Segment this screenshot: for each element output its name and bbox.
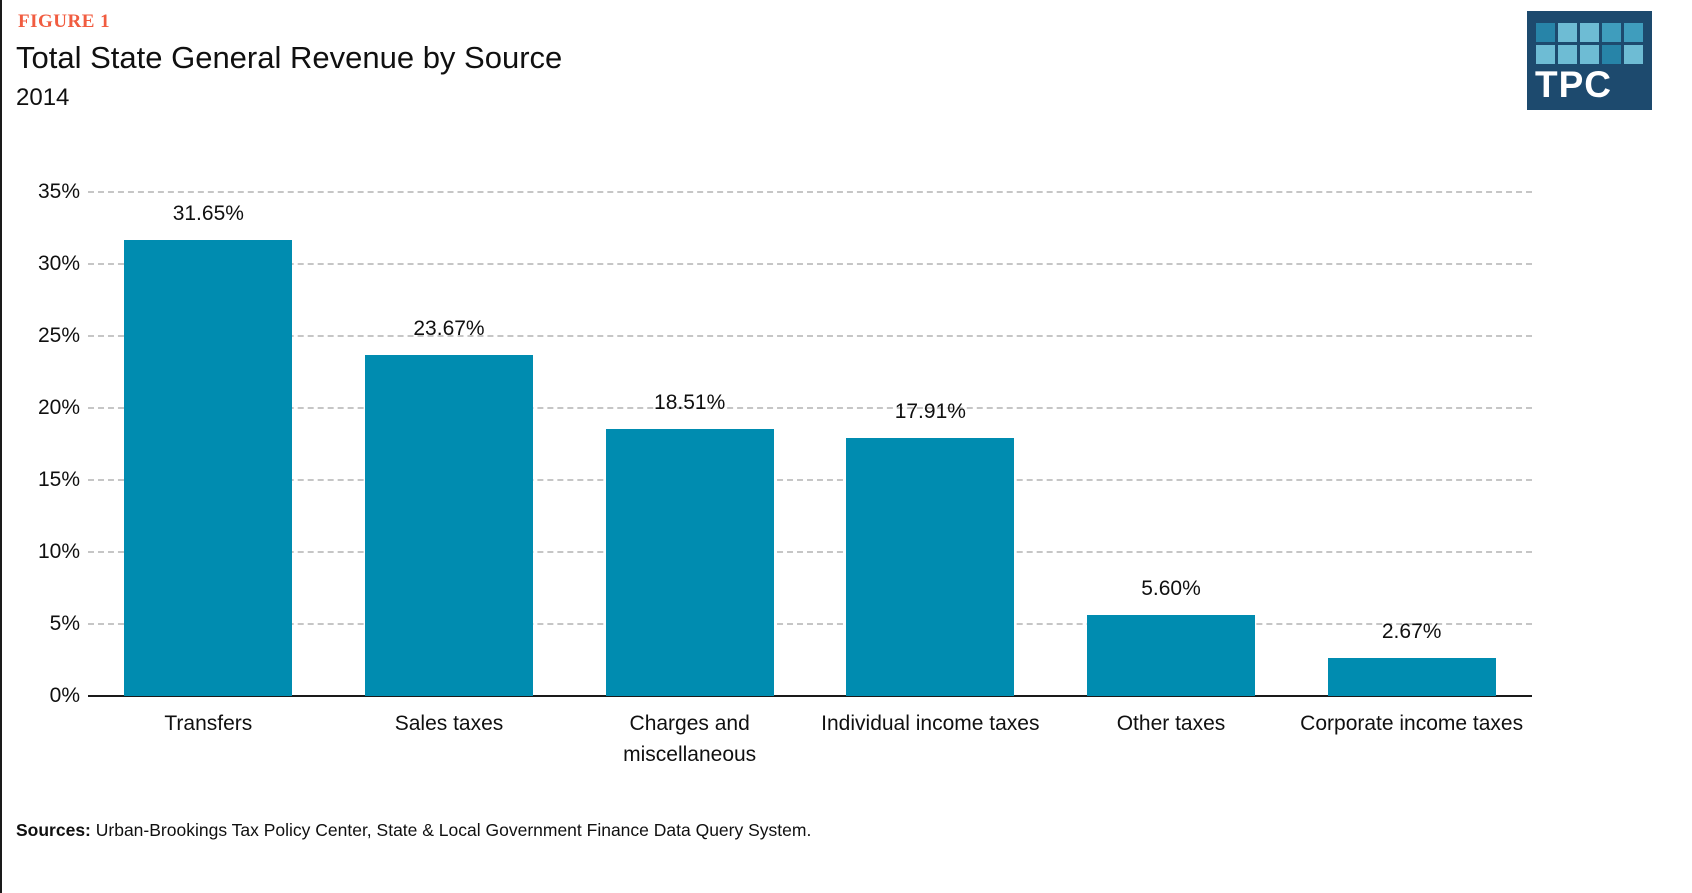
x-axis-category-label: Sales taxes xyxy=(319,708,579,739)
y-axis-tick-label: 5% xyxy=(49,612,80,635)
tpc-logo: TPC xyxy=(1527,11,1652,110)
x-axis-line xyxy=(88,695,1532,697)
logo-square xyxy=(1602,45,1621,64)
bar-value-label: 2.67% xyxy=(1381,619,1442,643)
page-title: Total State General Revenue by Source xyxy=(16,40,563,75)
tpc-logo-grid xyxy=(1536,23,1643,64)
logo-square xyxy=(1536,23,1555,42)
bar xyxy=(1327,657,1496,696)
category-label-line: Sales taxes xyxy=(394,712,504,735)
y-axis-tick-label: 30% xyxy=(37,252,80,275)
logo-square xyxy=(1624,23,1643,42)
tpc-logo-text: TPC xyxy=(1535,64,1612,105)
logo-square xyxy=(1580,45,1599,64)
gridline xyxy=(88,407,1532,409)
gridline xyxy=(88,191,1532,193)
logo-square xyxy=(1558,45,1577,64)
bar-value-label: 23.67% xyxy=(413,317,485,341)
gridline xyxy=(88,263,1532,265)
gridline xyxy=(88,479,1532,481)
bar xyxy=(365,355,533,696)
category-label-line: Individual income taxes xyxy=(821,712,1040,735)
x-axis-category-label: Other taxes xyxy=(1041,708,1301,739)
left-edge-border xyxy=(0,0,2,893)
logo-square xyxy=(1624,45,1643,64)
page-subtitle: 2014 xyxy=(16,84,70,111)
bar-value-label: 31.65% xyxy=(172,202,244,226)
bar xyxy=(1087,615,1255,696)
y-axis-tick-label: 10% xyxy=(37,540,80,563)
y-axis-tick-label: 15% xyxy=(37,468,80,491)
bar-value-label: 17.91% xyxy=(894,400,966,424)
logo-square xyxy=(1580,23,1599,42)
sources-label: Sources: xyxy=(16,820,91,840)
gridline xyxy=(88,335,1532,337)
logo-square xyxy=(1602,23,1621,42)
x-axis-category-label: Charges and miscellaneous xyxy=(560,708,820,770)
category-label-line: Transfers xyxy=(164,712,253,735)
bar-value-label: 5.60% xyxy=(1141,577,1201,601)
x-axis-category-label: Individual income taxes xyxy=(800,708,1060,739)
figure-label: FIGURE 1 xyxy=(18,11,111,32)
bar xyxy=(846,438,1015,696)
x-axis-category-label: Corporate income taxes xyxy=(1282,708,1542,739)
y-axis-tick-label: 0% xyxy=(49,684,80,707)
bar xyxy=(124,240,293,696)
category-label-line: Corporate income taxes xyxy=(1300,712,1524,735)
sources-text: Urban-Brookings Tax Policy Center, State… xyxy=(90,820,812,840)
sources-note: Sources: Urban-Brookings Tax Policy Cent… xyxy=(16,820,811,841)
category-label-line: Charges and xyxy=(629,712,750,735)
gridline xyxy=(88,551,1532,553)
logo-square xyxy=(1536,45,1555,64)
y-axis-tick-label: 35% xyxy=(37,180,80,203)
gridline xyxy=(88,623,1532,625)
category-label-line: Other taxes xyxy=(1116,712,1226,735)
logo-square xyxy=(1558,23,1577,42)
bar xyxy=(605,429,774,696)
category-label-line: miscellaneous xyxy=(623,743,757,766)
bar-value-label: 18.51% xyxy=(654,391,726,415)
x-axis-category-label: Transfers xyxy=(78,708,338,739)
y-axis-tick-label: 25% xyxy=(37,324,80,347)
y-axis-tick-label: 20% xyxy=(37,396,80,419)
